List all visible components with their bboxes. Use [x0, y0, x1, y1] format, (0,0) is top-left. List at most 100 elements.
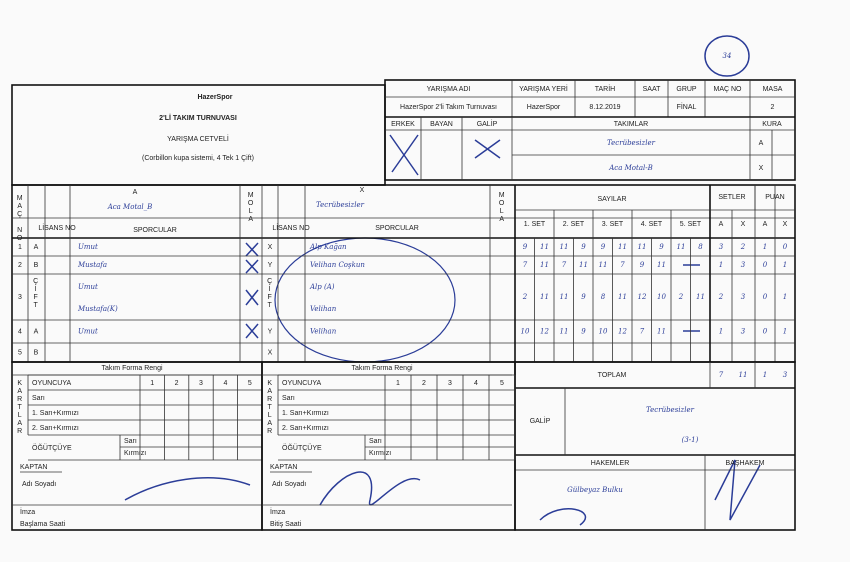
info-label: YARIŞMA YERİ	[519, 84, 568, 93]
player: Umut	[78, 283, 98, 291]
side-letter: X	[360, 187, 365, 194]
oyuncuya-label: OYUNCUYA	[282, 380, 321, 387]
kura: X	[759, 165, 764, 172]
set-label: 3. SET	[602, 221, 624, 228]
time-label: Başlama Saati	[20, 521, 66, 528]
set-score: 11	[560, 328, 569, 336]
set-score: 7	[562, 261, 567, 269]
set-score: 11	[540, 293, 549, 301]
ogut-card: Sarı	[369, 438, 382, 445]
card-col: 5	[500, 380, 504, 387]
set-score: 11	[618, 293, 627, 301]
puan: 0	[783, 243, 788, 251]
ogut-card: Sarı	[124, 438, 137, 445]
bashakem-label: BAŞHAKEM	[726, 460, 765, 467]
gender-label: BAYAN	[430, 121, 453, 128]
puan: 1	[783, 293, 787, 301]
set-score: 11	[579, 261, 588, 269]
card-col: 2	[175, 380, 179, 387]
match-no-cell: 1	[18, 244, 22, 251]
set-score: 11	[696, 293, 705, 301]
set-score: 9	[581, 328, 586, 336]
mola-label: MOLA	[498, 192, 505, 224]
player: Mustafa(K)	[77, 305, 118, 313]
setler: 3	[741, 261, 746, 269]
player: Velihan	[310, 305, 337, 313]
ax-label: X	[741, 221, 746, 228]
set-score: 12	[638, 293, 647, 301]
players-label: SPORCULAR	[133, 227, 177, 234]
ogut-card: Kırmızı	[369, 450, 391, 457]
set-score: 8	[698, 243, 703, 251]
toplam: 11	[739, 371, 748, 379]
set-label: 5. SET	[680, 221, 702, 228]
set-label: 1. SET	[524, 221, 546, 228]
set-score: 9	[523, 243, 528, 251]
set-score: 10	[521, 328, 530, 336]
card-col: 5	[248, 380, 252, 387]
hakemler-label: HAKEMLER	[591, 460, 630, 467]
side-cell: ÇİFT	[266, 278, 273, 310]
player: Velihan	[310, 328, 337, 336]
note: (Corbillon kupa sistemi, 4 Tek 1 Çift)	[142, 155, 254, 162]
oyuncuya-label: OYUNCUYA	[32, 380, 71, 387]
adi-label: Adı Soyadı	[22, 481, 56, 488]
player: Velihan Coşkun	[310, 261, 365, 269]
puan: 0	[763, 293, 768, 301]
match-no: 34	[723, 52, 732, 60]
mola-label: MOLA	[247, 192, 254, 224]
teams-label: TAKIMLAR	[614, 121, 649, 128]
set-score: 9	[581, 243, 586, 251]
setler: 3	[741, 328, 746, 336]
info-value: FİNAL	[677, 102, 697, 111]
team-x: Tecrübesizler	[316, 201, 365, 209]
puan: 1	[783, 328, 787, 336]
card-col: 1	[150, 380, 154, 387]
side-cell: Y	[268, 262, 273, 269]
info-label: MASA	[763, 86, 783, 93]
set-score: 11	[599, 261, 608, 269]
player: Umut	[78, 243, 98, 251]
forma-label: Takım Forma Rengi	[101, 365, 163, 372]
set-score: 7	[523, 261, 528, 269]
toplam: 3	[783, 371, 788, 379]
imza-label: İmza	[20, 507, 35, 516]
set-score: 2	[522, 293, 528, 301]
setler: 2	[718, 293, 724, 301]
puan: 1	[783, 261, 787, 269]
team-a: Aca Motal_B	[107, 203, 153, 211]
card-label: 1. Sarı+Kırmızı	[282, 410, 329, 417]
set-score: 11	[560, 243, 569, 251]
info-label: YARIŞMA ADI	[427, 86, 471, 93]
side-cell: X	[268, 349, 273, 356]
side-cell: ÇİFT	[32, 278, 39, 310]
set-score: 11	[638, 243, 647, 251]
set-score: 12	[540, 328, 549, 336]
ax-label: A	[763, 221, 768, 228]
set-label: 4. SET	[641, 221, 663, 228]
info-value: HazerSpor	[527, 104, 561, 111]
info-label: SAAT	[643, 86, 661, 93]
toplam-label: TOPLAM	[598, 372, 627, 379]
match-no-cell: 2	[18, 262, 22, 269]
ogutcuye-label: ÖĞÜTÇÜYE	[282, 443, 322, 452]
setler: 1	[719, 261, 723, 269]
kura-label: KURA	[762, 121, 782, 128]
card-col: 1	[396, 380, 400, 387]
side-cell: B	[34, 349, 39, 356]
set-score: 11	[657, 261, 666, 269]
set-score: 11	[540, 243, 549, 251]
galip: Tecrübesizler	[646, 406, 695, 414]
info-label: TARİH	[595, 84, 615, 93]
mac-no-label: MAÇ NO	[16, 195, 23, 243]
info-value: HazerSpor 2'li Takım Turnuvası	[400, 104, 497, 111]
set-score: 7	[640, 328, 645, 336]
set-score: 11	[657, 328, 666, 336]
setler: 3	[719, 243, 724, 251]
team-name: Aca Motal-B	[608, 164, 653, 172]
card-col: 3	[448, 380, 452, 387]
match-no-cell: 5	[18, 349, 22, 356]
set-score: 10	[599, 328, 608, 336]
match-no-circle	[704, 35, 750, 77]
